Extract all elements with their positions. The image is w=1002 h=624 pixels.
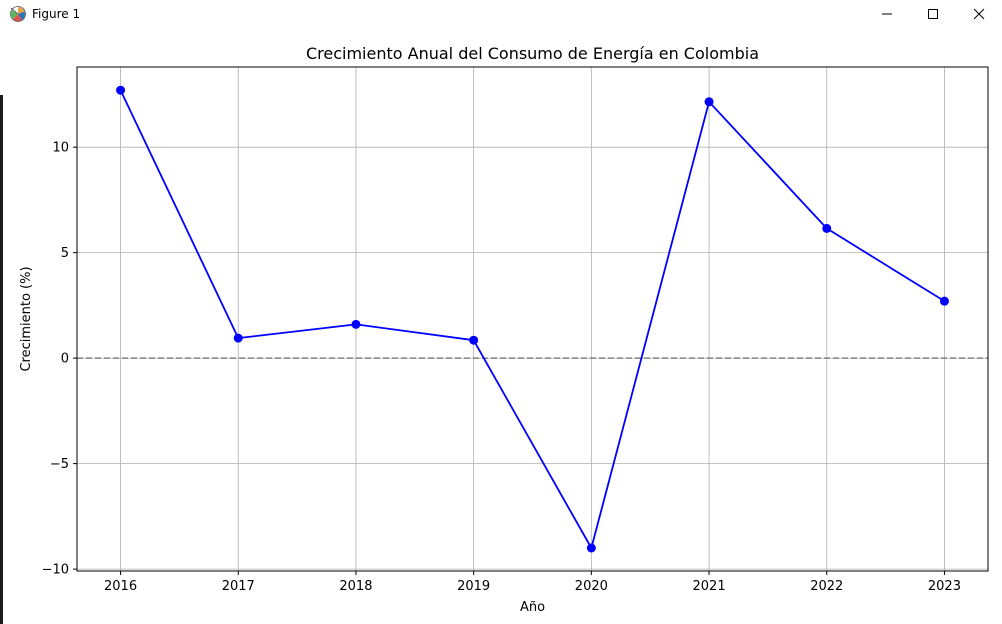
x-tick-label: 2017 [222,579,255,594]
data-point [939,296,949,306]
title-bar[interactable]: Figure 1 [0,0,1002,30]
minimize-button[interactable] [864,0,910,28]
data-point [704,97,714,107]
data-point [469,335,479,345]
x-tick-label: 2020 [575,579,608,594]
y-tick-label: 5 [61,246,69,261]
maximize-icon [928,9,938,19]
chart-title: Crecimiento Anual del Consumo de Energía… [306,44,759,63]
x-tick-label: 2016 [104,579,137,594]
y-tick-label: 0 [61,352,69,367]
close-icon [973,8,985,20]
minimize-icon [882,13,892,15]
x-tick-label: 2023 [928,579,961,594]
axes-frame [76,66,989,572]
data-point [822,223,832,233]
y-tick-label: 10 [52,141,69,156]
data-point [586,543,596,553]
grid-lines [77,67,988,571]
series-layer [116,85,949,553]
data-point [351,319,361,329]
x-axis-label: Año [520,600,545,615]
line-chart: 2016 2017 2018 2019 2020 2021 2022 2023 −10 −5 0 5 1… [19,44,989,615]
y-axis-label: Crecimiento (%) [19,266,34,371]
x-tick-label: 2022 [810,579,843,594]
series-line [119,89,945,549]
y-tick-label: −5 [50,457,69,472]
x-tick-label: 2021 [693,579,726,594]
background-window-edge [0,95,3,624]
x-tick-label: 2019 [457,579,490,594]
matplotlib-icon [10,6,26,22]
plot-canvas: 2016 2017 2018 2019 2020 2021 2022 2023 −10 −5 0 5 1… [0,30,1002,624]
axis-ticks: 2016 2017 2018 2019 2020 2021 2022 2023 −10 −5 0 5 1… [42,141,961,594]
window-title: Figure 1 [32,7,81,21]
maximize-button[interactable] [910,0,956,28]
x-tick-label: 2018 [339,579,372,594]
close-button[interactable] [956,0,1002,28]
data-point [116,85,126,95]
data-point [233,333,243,343]
y-tick-label: −10 [42,563,69,578]
